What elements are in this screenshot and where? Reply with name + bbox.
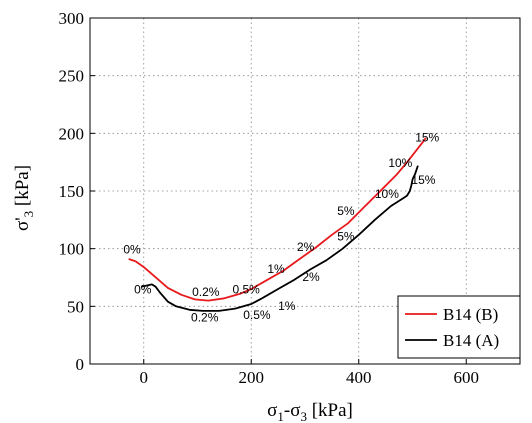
strain-annotation: 0.2% (192, 285, 220, 299)
strain-annotation: 15% (411, 173, 435, 187)
strain-annotation: 2% (302, 270, 320, 284)
x-axis-label: σ1-σ3 [kPa] (267, 400, 353, 423)
annotation-group: 0%0% 0.2%0.2%0.5%0.5%1%1%2%2%5%5%10%10%15… (123, 130, 439, 324)
y-tick-label: 150 (59, 182, 85, 201)
y-tick-label: 0 (76, 355, 85, 374)
y-tick-label: 100 (59, 240, 85, 259)
strain-annotation: 2% (297, 240, 315, 254)
x-tick-label: 200 (239, 368, 265, 387)
strain-annotation: 0.2% (191, 310, 219, 324)
strain-annotation: 0% (134, 283, 152, 297)
strain-annotation: 15% (415, 130, 439, 144)
x-tick-label: 400 (346, 368, 372, 387)
strain-annotation: 1% (267, 262, 285, 276)
legend-box (397, 295, 521, 359)
series-group (128, 137, 427, 312)
legend-label-b14-b: B14 (B) (443, 305, 498, 324)
legend-label-b14-a: B14 (A) (443, 331, 499, 350)
x-tick-label: 0 (140, 368, 149, 387)
y-tick-label: 50 (67, 297, 84, 316)
strain-annotation: 0% (123, 242, 141, 256)
strain-annotation: 1% (278, 299, 296, 313)
legend: B14 (B) B14 (A) (397, 295, 521, 359)
x-tick-label: 600 (454, 368, 480, 387)
y-tick-label: 250 (59, 67, 85, 86)
y-tick-label: 200 (59, 124, 85, 143)
strain-annotation: 10% (375, 187, 399, 201)
strain-annotation: 0.5% (243, 308, 271, 322)
series-line-1 (140, 165, 419, 312)
y-tick-label: 300 (59, 9, 85, 28)
strain-annotation: 5% (337, 230, 355, 244)
series-line-0 (128, 137, 427, 302)
strain-annotation: 5% (337, 204, 355, 218)
strain-annotation: 10% (388, 156, 412, 170)
strain-annotation: 0.5% (232, 283, 260, 297)
y-axis-label: σ'3 [kPa] (12, 165, 36, 231)
tick-group: 0 200 400 600 0 50 100 150 200 250 300 (59, 9, 480, 387)
